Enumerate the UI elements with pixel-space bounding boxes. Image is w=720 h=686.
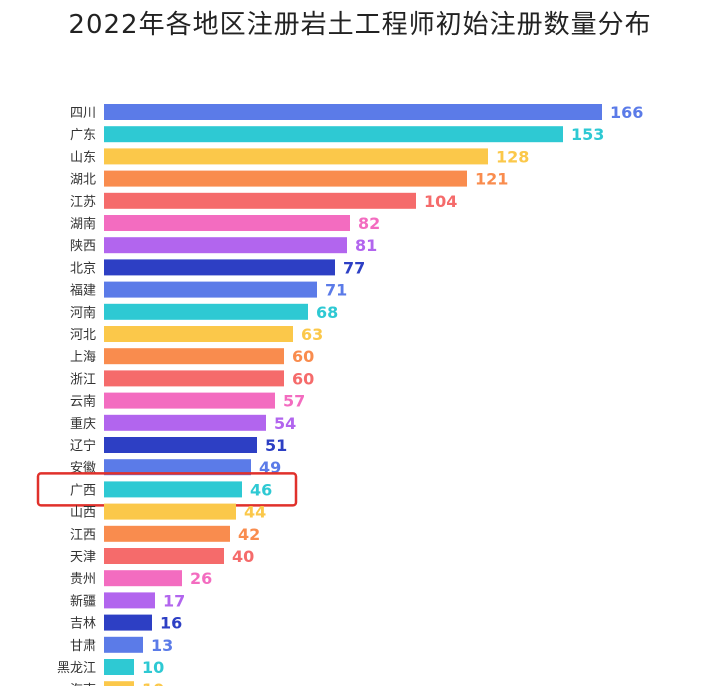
bar	[104, 525, 230, 542]
bar	[104, 570, 182, 587]
category-label: 吉林	[70, 617, 96, 632]
bar	[104, 503, 236, 520]
value-label: 10	[142, 680, 164, 686]
value-label: 81	[355, 236, 377, 255]
value-label: 46	[250, 480, 272, 499]
value-label: 26	[190, 569, 212, 588]
value-label: 77	[343, 258, 365, 277]
bar	[104, 681, 134, 686]
category-label: 广东	[70, 128, 96, 143]
bar	[104, 170, 467, 187]
category-label: 黑龙江	[57, 661, 96, 676]
bar	[104, 104, 602, 120]
bar	[104, 437, 257, 453]
category-label: 湖南	[70, 216, 96, 232]
category-label: 江苏	[70, 194, 96, 210]
value-label: 128	[496, 147, 529, 166]
chart-title: 2022年各地区注册岩土工程师初始注册数量分布	[68, 10, 652, 40]
value-label: 16	[160, 614, 182, 633]
category-label: 贵州	[70, 572, 96, 587]
bar	[104, 636, 143, 653]
bar	[104, 392, 275, 409]
value-label: 17	[163, 591, 185, 610]
value-label: 71	[325, 281, 347, 300]
category-label: 湖北	[70, 173, 96, 188]
bar	[104, 348, 284, 365]
value-label: 166	[610, 103, 643, 122]
value-label: 44	[244, 503, 266, 522]
value-label: 40	[232, 547, 254, 566]
bar	[104, 548, 224, 564]
bar	[104, 303, 308, 320]
value-label: 13	[151, 636, 173, 655]
value-label: 121	[475, 170, 508, 189]
category-label: 河北	[70, 328, 96, 343]
category-label: 云南	[70, 394, 96, 410]
value-label: 51	[265, 436, 287, 455]
bar	[104, 259, 335, 276]
value-label: 104	[424, 192, 457, 211]
bar	[104, 481, 242, 498]
bar	[104, 459, 251, 476]
value-label: 68	[316, 303, 338, 322]
value-label: 63	[301, 325, 323, 344]
category-label: 辽宁	[70, 438, 96, 454]
category-label: 山西	[70, 506, 96, 521]
bar	[104, 281, 317, 298]
value-label: 153	[571, 125, 604, 144]
bar	[104, 237, 347, 254]
bar	[104, 215, 350, 231]
bar	[104, 326, 293, 342]
category-label: 山东	[70, 150, 96, 165]
category-label: 江西	[70, 528, 96, 543]
category-label: 北京	[70, 261, 96, 276]
category-label: 新疆	[70, 593, 96, 609]
value-label: 54	[274, 414, 296, 433]
category-label: 浙江	[70, 372, 96, 387]
bar	[104, 148, 488, 165]
category-label: 海南	[70, 682, 96, 686]
value-label: 82	[358, 214, 380, 233]
category-label: 四川	[70, 106, 96, 121]
category-label: 河南	[70, 305, 96, 321]
bar	[104, 592, 155, 609]
bar	[104, 192, 416, 209]
value-label: 42	[238, 525, 260, 544]
bar	[104, 370, 284, 387]
category-label: 广西	[70, 483, 96, 498]
bar	[104, 414, 266, 431]
category-label: 甘肃	[70, 639, 96, 654]
category-label: 陕西	[70, 239, 96, 254]
value-label: 60	[292, 369, 314, 388]
value-label: 10	[142, 658, 164, 677]
value-label: 60	[292, 347, 314, 366]
bar	[104, 614, 152, 631]
category-label: 天津	[70, 550, 96, 565]
category-label: 重庆	[70, 416, 96, 432]
category-label: 上海	[70, 350, 96, 365]
value-label: 57	[283, 392, 305, 411]
bar	[104, 659, 134, 675]
category-label: 福建	[70, 284, 96, 299]
bar	[104, 126, 563, 143]
